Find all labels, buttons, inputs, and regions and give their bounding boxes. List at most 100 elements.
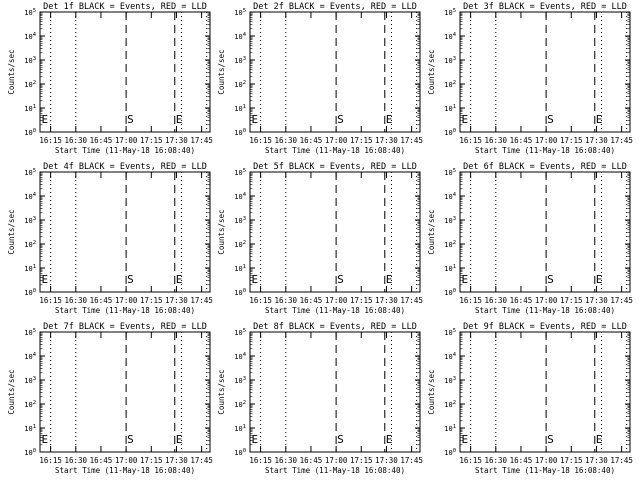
y-tick-label: 104 (444, 32, 456, 41)
y-tick-exponent: 0 (453, 448, 456, 454)
x-axis-label: Start Time (11-May-18 16:08:40) (55, 146, 195, 155)
y-tick-label: 105 (234, 168, 246, 177)
y-tick-exponent: 2 (243, 80, 246, 86)
y-tick-base: 10 (24, 449, 32, 457)
y-tick-label: 103 (444, 56, 456, 65)
y-tick-label: 102 (24, 400, 36, 409)
y-tick-label: 103 (234, 216, 246, 225)
x-tick-label: 17:00 (325, 296, 348, 305)
y-tick-exponent: 2 (453, 80, 456, 86)
event-marker-s: S (337, 113, 344, 126)
y-tick-label: 104 (24, 192, 36, 201)
y-tick-base: 10 (24, 353, 32, 361)
y-tick-label: 102 (444, 80, 456, 89)
y-tick-base: 10 (444, 449, 452, 457)
x-tick-label: 16:15 (39, 136, 62, 145)
event-marker-e: E (386, 113, 393, 126)
y-tick-label: 100 (444, 448, 456, 457)
y-tick-label: 101 (24, 264, 36, 273)
y-tick-label: 103 (234, 56, 246, 65)
x-tick-label: 17:45 (400, 296, 423, 305)
plot-frame (249, 11, 421, 133)
chart-title: Det 7f BLACK = Events, RED = LLD (43, 322, 207, 332)
x-tick-label: 17:00 (325, 456, 348, 465)
x-tick-label: 17:45 (610, 136, 633, 145)
event-marker-e: E (596, 433, 603, 446)
x-tick-label: 16:30 (275, 296, 298, 305)
y-tick-exponent: 1 (243, 264, 246, 270)
y-tick-exponent: 5 (453, 168, 456, 174)
event-marker-s: S (127, 433, 134, 446)
y-tick-base: 10 (234, 401, 242, 409)
y-tick-exponent: 2 (33, 400, 36, 406)
x-tick-label: 17:00 (115, 456, 138, 465)
y-tick-base: 10 (234, 353, 242, 361)
x-tick-label: 17:30 (165, 456, 188, 465)
chart-panel-5: Det 5f BLACK = Events, RED = LLD 100 10 1 10… (217, 162, 423, 315)
event-marker-e: E (42, 433, 49, 446)
y-tick-base: 10 (444, 377, 452, 385)
y-tick-base: 10 (234, 329, 242, 337)
y-tick-label: 100 (234, 288, 246, 297)
event-marker-e: E (252, 113, 259, 126)
x-tick-label: 17:30 (165, 136, 188, 145)
y-tick-label: 105 (444, 8, 456, 17)
x-axis-label: Start Time (11-May-18 16:08:40) (55, 306, 195, 315)
y-tick-base: 10 (24, 265, 32, 273)
x-tick-label: 17:30 (165, 296, 188, 305)
y-tick-label: 105 (234, 8, 246, 17)
y-tick-label: 104 (234, 352, 246, 361)
y-tick-base: 10 (444, 129, 452, 137)
y-tick-exponent: 1 (453, 264, 456, 270)
y-tick-label: 100 (444, 288, 456, 297)
x-axis-label: Start Time (11-May-18 16:08:40) (475, 146, 615, 155)
y-axis-label: Counts/sec (7, 49, 16, 94)
y-tick-label: 104 (234, 192, 246, 201)
y-tick-base: 10 (24, 377, 32, 385)
plot-frame (39, 11, 211, 133)
y-tick-exponent: 3 (243, 216, 246, 222)
y-tick-exponent: 4 (243, 192, 247, 198)
y-tick-label: 100 (24, 288, 36, 297)
y-axis-label: Counts/sec (7, 369, 16, 414)
y-tick-base: 10 (444, 265, 452, 273)
y-tick-base: 10 (24, 81, 32, 89)
y-tick-base: 10 (444, 193, 452, 201)
x-tick-label: 17:45 (400, 456, 423, 465)
y-tick-base: 10 (444, 217, 452, 225)
y-tick-base: 10 (234, 33, 242, 41)
event-marker-s: S (547, 433, 554, 446)
event-marker-e: E (252, 273, 259, 286)
y-tick-base: 10 (444, 401, 452, 409)
y-tick-label: 101 (444, 104, 456, 113)
y-tick-base: 10 (234, 105, 242, 113)
y-tick-base: 10 (24, 129, 32, 137)
chart-title: Det 5f BLACK = Events, RED = LLD (253, 162, 417, 172)
x-tick-label: 17:30 (375, 456, 398, 465)
chart-title: Det 4f BLACK = Events, RED = LLD (43, 162, 207, 172)
y-tick-exponent: 0 (243, 448, 246, 454)
y-tick-label: 101 (234, 104, 246, 113)
x-tick-label: 16:30 (485, 296, 508, 305)
y-tick-label: 100 (234, 448, 246, 457)
x-tick-label: 17:00 (535, 136, 558, 145)
plot-frame (459, 171, 631, 293)
y-tick-base: 10 (234, 241, 242, 249)
y-tick-label: 102 (234, 80, 246, 89)
chart-title: Det 6f BLACK = Events, RED = LLD (463, 162, 627, 172)
chart-panel-2: Det 2f BLACK = Events, RED = LLD10010110… (217, 2, 423, 155)
y-tick-base: 10 (444, 329, 452, 337)
x-tick-label: 17:45 (190, 456, 213, 465)
y-tick-base: 10 (24, 57, 32, 65)
x-tick-label: 16:30 (65, 296, 88, 305)
plot-frame (39, 331, 211, 453)
x-axis-label: Start Time (11-May-18 16:08:40) (265, 306, 405, 315)
y-tick-exponent: 0 (33, 448, 36, 454)
y-tick-label: 103 (234, 376, 246, 385)
event-marker-s: S (127, 273, 134, 286)
x-tick-label: 17:15 (560, 296, 583, 305)
y-tick-base: 10 (24, 289, 32, 297)
y-tick-label: 100 (24, 448, 36, 457)
x-tick-label: 16:45 (90, 456, 113, 465)
x-tick-label: 17:45 (190, 136, 213, 145)
